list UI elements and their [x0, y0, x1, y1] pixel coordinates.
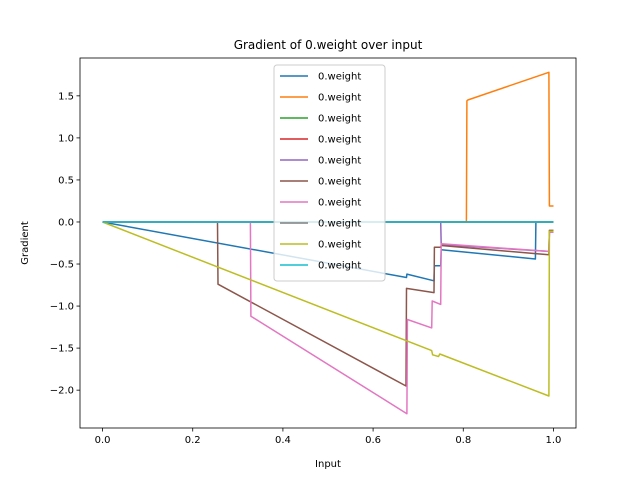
x-tick-label: 1.0: [546, 435, 562, 446]
series-line-8: [102, 221, 554, 397]
legend-box: [273, 64, 386, 282]
y-axis-ticks: −2.0 −1.5 −1.0 −0.5 0.0 0.5 1.0 1.5: [50, 91, 80, 397]
legend: 0.weight 0.weight 0.weight 0.weight 0.weight…: [273, 64, 386, 282]
legend-label-9: 0.weight: [318, 261, 361, 272]
y-tick-label: 1.5: [58, 91, 74, 102]
legend-label-8: 0.weight: [318, 240, 361, 251]
legend-label-4: 0.weight: [318, 156, 361, 167]
legend-label-5: 0.weight: [318, 177, 361, 188]
x-axis-label: Input: [315, 459, 341, 470]
legend-label-3: 0.weight: [318, 135, 361, 146]
plot-area-frame: [79, 57, 577, 429]
legend-label-0: 0.weight: [318, 72, 361, 83]
y-tick-label: −1.0: [50, 302, 74, 313]
legend-label-2: 0.weight: [318, 114, 361, 125]
y-tick-label: −1.5: [50, 344, 74, 355]
x-tick-label: 0.6: [365, 435, 381, 446]
legend-label-6: 0.weight: [318, 198, 361, 209]
x-tick-label: 0.4: [275, 435, 291, 446]
y-tick-label: −0.5: [50, 260, 74, 271]
x-tick-label: 0.2: [185, 435, 201, 446]
x-tick-label: 0.8: [455, 435, 471, 446]
x-axis-ticks: 0.0 0.2 0.4 0.6 0.8 1.0: [95, 428, 562, 446]
x-tick-label: 0.0: [95, 435, 111, 446]
legend-label-7: 0.weight: [318, 219, 361, 230]
series-line-0: [102, 221, 554, 282]
y-tick-label: 0.0: [58, 217, 74, 228]
chart-title: Gradient of 0.weight over input: [234, 38, 423, 52]
y-tick-label: 1.0: [58, 133, 74, 144]
legend-label-1: 0.weight: [318, 93, 361, 104]
y-axis-label: Gradient: [20, 221, 31, 265]
y-tick-label: 0.5: [58, 175, 74, 186]
y-tick-label: −2.0: [50, 386, 74, 397]
